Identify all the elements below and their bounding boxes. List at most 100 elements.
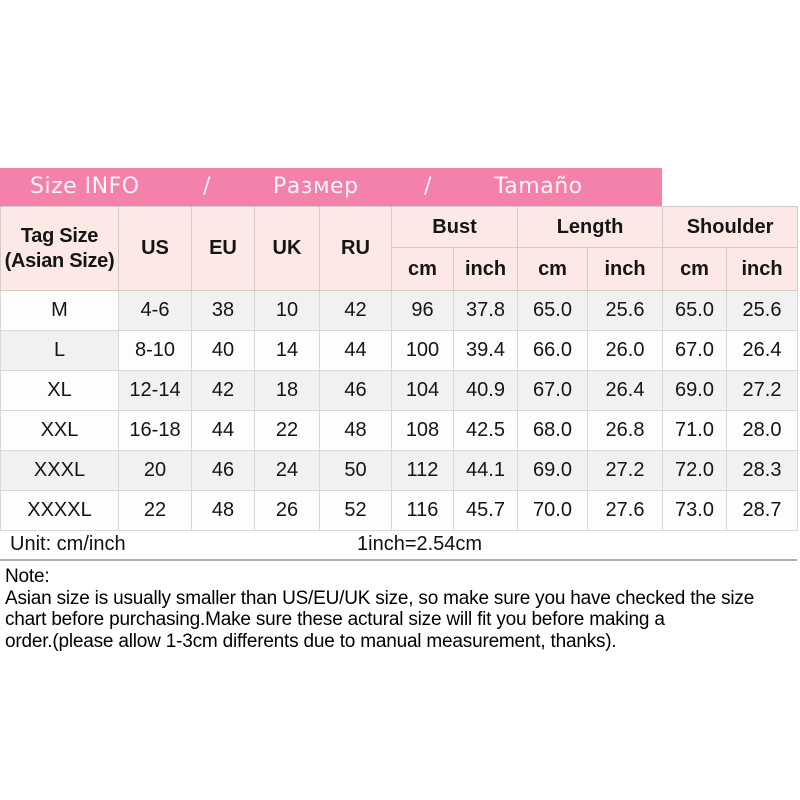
header-uk: UK xyxy=(254,206,320,291)
cell-length-cm: 70.0 xyxy=(517,490,589,531)
unit-label: Unit: cm/inch xyxy=(10,533,126,555)
cell-shoulder-cm: 72.0 xyxy=(662,450,728,491)
banner-separator-icon: / xyxy=(203,174,211,199)
cell-eu: 40 xyxy=(191,330,255,371)
table-row: L 8-10 40 14 44 100 39.4 66.0 26.0 67.0 … xyxy=(0,330,799,371)
cell-bust-inch: 40.9 xyxy=(452,370,519,411)
cell-tag-size: XXXXL xyxy=(0,490,119,531)
table-row: XXXL 20 46 24 50 112 44.1 69.0 27.2 72.0… xyxy=(0,450,799,491)
cell-uk: 24 xyxy=(254,450,320,491)
cell-bust-cm: 108 xyxy=(391,410,454,451)
cell-us: 8-10 xyxy=(118,330,192,371)
cell-bust-cm: 104 xyxy=(391,370,454,411)
cell-length-cm: 69.0 xyxy=(517,450,589,491)
cell-us: 22 xyxy=(118,490,192,531)
cell-length-inch: 25.6 xyxy=(587,290,664,331)
table-header-row-groups: Tag Size (Asian Size) US EU UK RU Bust L… xyxy=(0,206,799,291)
cell-shoulder-inch: 28.7 xyxy=(726,490,799,531)
banner-title-ru: Размер xyxy=(273,174,359,199)
header-length-cm: cm xyxy=(517,247,589,291)
cell-us: 12-14 xyxy=(118,370,192,411)
tag-size-header-line1: Tag Size xyxy=(20,224,99,247)
note-line: order.(please allow 1-3cm differents due… xyxy=(5,630,617,652)
cell-eu: 42 xyxy=(191,370,255,411)
conversion-label: 1inch=2.54cm xyxy=(357,533,483,555)
cell-bust-inch: 42.5 xyxy=(452,410,519,451)
table-row: XL 12-14 42 18 46 104 40.9 67.0 26.4 69.… xyxy=(0,370,799,411)
cell-eu: 44 xyxy=(191,410,255,451)
header-shoulder-cm: cm xyxy=(662,247,728,291)
cell-ru: 46 xyxy=(319,370,392,411)
cell-bust-cm: 116 xyxy=(391,490,454,531)
cell-shoulder-inch: 27.2 xyxy=(726,370,799,411)
cell-shoulder-inch: 28.3 xyxy=(726,450,799,491)
cell-shoulder-cm: 65.0 xyxy=(662,290,728,331)
cell-shoulder-inch: 28.0 xyxy=(726,410,799,451)
cell-length-inch: 26.8 xyxy=(587,410,664,451)
table-header-row-units: cm inch cm inch cm inch xyxy=(1,247,799,291)
cell-ru: 48 xyxy=(319,410,392,451)
header-ru: RU xyxy=(319,206,392,291)
cell-shoulder-cm: 73.0 xyxy=(662,490,728,531)
note-line: Asian size is usually smaller than US/EU… xyxy=(5,587,755,609)
cell-length-cm: 66.0 xyxy=(517,330,589,371)
banner-title-en: Size INFO xyxy=(30,174,140,199)
cell-length-inch: 27.6 xyxy=(587,490,664,531)
header-eu: EU xyxy=(191,206,255,291)
cell-ru: 50 xyxy=(319,450,392,491)
cell-length-cm: 68.0 xyxy=(517,410,589,451)
cell-ru: 52 xyxy=(319,490,392,531)
cell-us: 20 xyxy=(118,450,192,491)
header-bust: Bust xyxy=(390,206,519,248)
cell-bust-inch: 45.7 xyxy=(452,490,519,531)
cell-eu: 46 xyxy=(191,450,255,491)
tag-size-header-line2: (Asian Size) xyxy=(4,249,115,272)
cell-length-cm: 65.0 xyxy=(517,290,589,331)
cell-shoulder-inch: 25.6 xyxy=(726,290,799,331)
cell-us: 4-6 xyxy=(118,290,192,331)
cell-length-inch: 26.0 xyxy=(587,330,664,371)
cell-tag-size: XXXL xyxy=(0,450,119,491)
cell-shoulder-inch: 26.4 xyxy=(726,330,799,371)
header-shoulder: Shoulder xyxy=(662,206,799,248)
tag-size-header: Tag Size (Asian Size) xyxy=(0,206,119,291)
cell-bust-inch: 37.8 xyxy=(452,290,519,331)
note-title: Note: xyxy=(5,566,50,587)
cell-eu: 48 xyxy=(191,490,255,531)
cell-shoulder-cm: 67.0 xyxy=(662,330,728,371)
banner: Size INFO / Размер / Tamaño xyxy=(0,168,662,207)
header-bust-cm: cm xyxy=(391,247,454,291)
cell-ru: 44 xyxy=(319,330,392,371)
cell-ru: 42 xyxy=(319,290,392,331)
cell-uk: 22 xyxy=(254,410,320,451)
banner-title-es: Tamaño xyxy=(494,174,583,199)
note-line: chart before purchasing.Make sure these … xyxy=(5,609,665,630)
header-us: US xyxy=(118,206,192,291)
cell-shoulder-cm: 71.0 xyxy=(662,410,728,451)
unit-row: Unit: cm/inch 1inch=2.54cm xyxy=(0,530,797,561)
cell-bust-cm: 112 xyxy=(391,450,454,491)
cell-uk: 14 xyxy=(254,330,320,371)
table-row: XXXXL 22 48 26 52 116 45.7 70.0 27.6 73.… xyxy=(0,490,799,531)
cell-shoulder-cm: 69.0 xyxy=(662,370,728,411)
cell-bust-inch: 39.4 xyxy=(452,330,519,371)
header-length-inch: inch xyxy=(587,247,664,291)
cell-tag-size: XXL xyxy=(0,410,119,451)
note-block: Note: Asian size is usually smaller than… xyxy=(5,566,797,652)
cell-length-inch: 27.2 xyxy=(587,450,664,491)
cell-length-cm: 67.0 xyxy=(517,370,589,411)
cell-uk: 18 xyxy=(254,370,320,411)
header-bust-inch: inch xyxy=(452,247,519,291)
cell-eu: 38 xyxy=(191,290,255,331)
cell-tag-size: XL xyxy=(0,370,119,411)
cell-tag-size: M xyxy=(0,290,119,331)
size-chart-table: Tag Size (Asian Size) US EU UK RU Bust L… xyxy=(0,206,799,531)
cell-bust-cm: 100 xyxy=(391,330,454,371)
cell-bust-inch: 44.1 xyxy=(452,450,519,491)
cell-tag-size: L xyxy=(0,330,119,371)
table-row: M 4-6 38 10 42 96 37.8 65.0 25.6 65.0 25… xyxy=(0,290,799,331)
banner-separator-icon: / xyxy=(424,174,432,199)
cell-uk: 26 xyxy=(254,490,320,531)
cell-length-inch: 26.4 xyxy=(587,370,664,411)
